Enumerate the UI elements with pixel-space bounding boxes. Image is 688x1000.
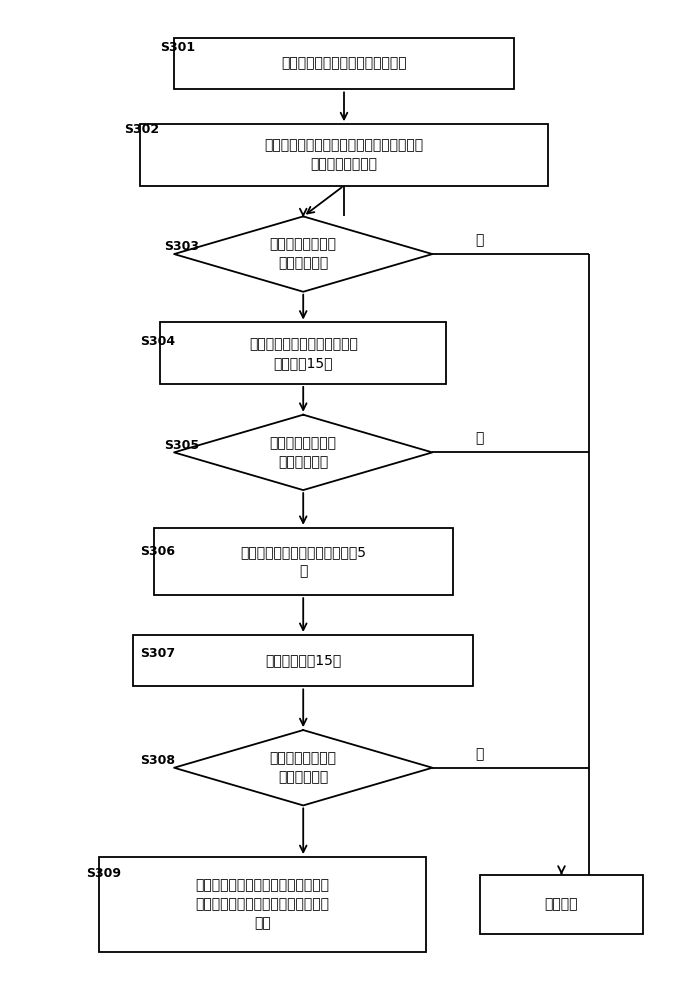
Text: 否: 否 xyxy=(475,233,484,247)
FancyBboxPatch shape xyxy=(99,857,426,952)
Text: S309: S309 xyxy=(86,867,120,880)
Text: S304: S304 xyxy=(140,335,175,348)
Text: 逐步加大风机的运行电压的占空比: 逐步加大风机的运行电压的占空比 xyxy=(281,57,407,71)
Text: 否: 否 xyxy=(475,431,484,445)
Polygon shape xyxy=(174,415,432,490)
Text: 全速启动风机15秒: 全速启动风机15秒 xyxy=(265,654,341,668)
Text: 检测第一转速是否
低于第二阈值: 检测第一转速是否 低于第二阈值 xyxy=(270,238,336,271)
Polygon shape xyxy=(174,730,432,805)
Text: 判定出现电机堵转的故障，停止空调
器的所有负载，并且通过指示灯指示
故障: 判定出现电机堵转的故障，停止空调 器的所有负载，并且通过指示灯指示 故障 xyxy=(195,879,330,931)
Text: 在风机的运行电压的占空比达到极限值时，
停止增加该占空比: 在风机的运行电压的占空比达到极限值时， 停止增加该占空比 xyxy=(264,138,424,171)
Text: S306: S306 xyxy=(140,545,175,558)
Text: S305: S305 xyxy=(164,439,199,452)
Polygon shape xyxy=(174,216,432,292)
Text: 风机正常: 风机正常 xyxy=(545,898,578,912)
Text: S303: S303 xyxy=(164,240,199,253)
Text: 检测第三转速是否
低于第二阈值: 检测第三转速是否 低于第二阈值 xyxy=(270,751,336,784)
Text: 停止风机、电加热管、上下扫风5
秒: 停止风机、电加热管、上下扫风5 秒 xyxy=(240,545,366,578)
FancyBboxPatch shape xyxy=(160,322,446,384)
Text: S302: S302 xyxy=(125,123,160,136)
Text: S307: S307 xyxy=(140,647,175,660)
FancyBboxPatch shape xyxy=(153,528,453,595)
FancyBboxPatch shape xyxy=(174,38,514,89)
FancyBboxPatch shape xyxy=(140,124,548,186)
Text: S301: S301 xyxy=(160,41,195,54)
Text: 检测第二转速是否
低于第二阈值: 检测第二转速是否 低于第二阈值 xyxy=(270,436,336,469)
FancyBboxPatch shape xyxy=(480,875,643,934)
Text: 否: 否 xyxy=(475,747,484,761)
FancyBboxPatch shape xyxy=(133,635,473,686)
Text: 控制风机的运行电压与最大占
空比运行15秒: 控制风机的运行电压与最大占 空比运行15秒 xyxy=(249,337,358,370)
Text: S308: S308 xyxy=(140,754,175,767)
